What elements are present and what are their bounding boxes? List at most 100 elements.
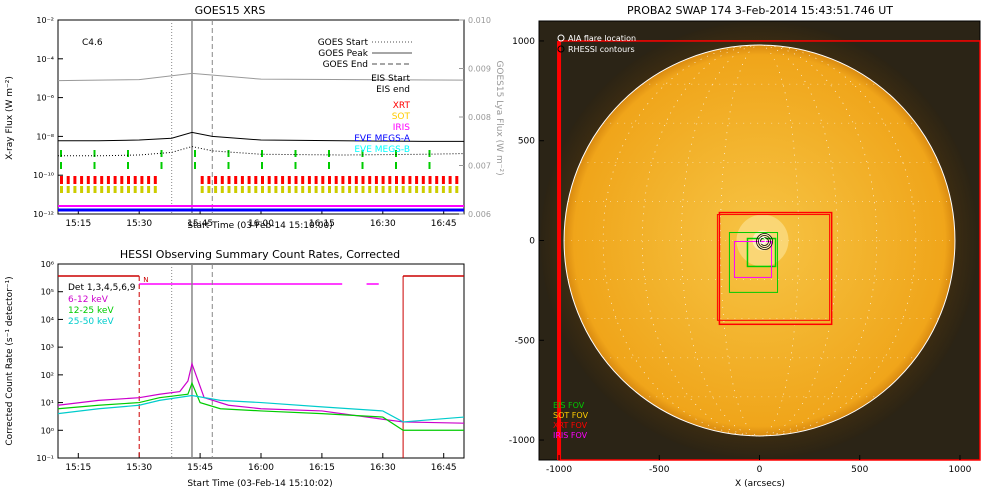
goes-coverage-tick [368,186,372,193]
goes-legend-label: GOES Peak [318,49,368,59]
goes-coverage-tick [395,176,398,184]
goes-y2-tick-label: 0.008 [468,113,491,122]
goes-coverage-tick [113,176,117,184]
goes-coverage-tick [368,176,372,184]
swap-y-tick-label: -1000 [509,436,535,446]
swap-fov-legend-label: EIS FOV [553,401,585,410]
goes-coverage-tick [200,186,204,193]
goes-coverage-tick [294,176,298,184]
hessi-series-line [57,361,465,424]
rhessi-contour [760,237,769,246]
goes-series-line [57,72,465,82]
swap-x-tick-label: -500 [649,465,670,475]
hessi-x-tick-label: 16:15 [309,463,335,473]
goes-coverage-tick [160,150,163,157]
goes-coverage-tick [73,186,77,193]
hessi-x-tick-label: 15:30 [126,463,152,473]
goes-coverage-tick [287,186,291,193]
swap-fov-legend-label: IRIS FOV [553,431,588,440]
grid-longitude [720,44,799,437]
hessi-x-tick-label: 16:00 [248,463,274,473]
goes-coverage-tick [307,186,311,193]
hessi-ylabel: Corrected Count Rate (s⁻¹ detector⁻¹) [5,276,15,445]
goes-coverage-tick [374,176,378,184]
goes-coverage-tick [127,186,130,193]
goes-y-tick-label: 10⁻¹⁰ [33,171,54,180]
rhessi-contour [756,233,773,250]
goes-coverage-tick [281,176,285,184]
hessi-legend-label: 6-12 keV [68,295,109,305]
goes-coverage-tick [395,162,397,169]
goes-coverage-tick [361,186,365,193]
swap-fov-legend-label: SOT FOV [553,411,589,420]
goes-coverage-tick [147,176,151,184]
goes-coverage-tick [194,162,196,169]
goes-coverage-tick [127,162,129,169]
goes-instrument-label: EVE MEGS-A [354,134,411,144]
goes-coverage-tick [441,176,445,184]
goes-coverage-tick [388,186,392,193]
goes-coverage-tick [66,186,70,193]
goes-coverage-tick [408,176,412,184]
goes-coverage-tick [200,176,204,184]
goes-y2-tick-label: 0.009 [468,65,491,74]
goes-coverage-tick [60,176,63,184]
goes-coverage-tick [153,186,157,193]
goes-coverage-tick [274,176,278,184]
hessi-y-tick-label: 10⁵ [41,288,54,297]
goes-coverage-tick [328,186,331,193]
hessi-y-tick-label: 10¹ [41,399,54,408]
goes-coverage-tick [334,186,338,193]
goes-coverage-tick [86,176,90,184]
goes-coverage-tick [120,186,124,193]
goes-coverage-tick [328,176,331,184]
goes-coverage-tick [321,186,325,193]
hessi-series-line [57,381,464,431]
goes-plot-area: 15:15 15:30 15:45 16:00 16:15 16:30 16:45 10⁻¹²… [33,16,491,229]
goes-coverage-tick [254,176,258,184]
hessi-x-tick-label: 15:45 [187,463,213,473]
swap-panel: PROBA2 SWAP 174 3-Feb-2014 15:43:51.746 … [509,4,981,489]
goes-coverage-tick [240,186,244,193]
goes-coverage-tick [441,186,445,193]
goes-ylabel: X-ray Flux (W m⁻²) [5,76,15,160]
goes-coverage-tick [227,176,231,184]
goes-coverage-tick [415,176,419,184]
goes-coverage-tick [60,150,62,157]
swap-legend-label: RHESSI contours [568,45,635,54]
goes-coverage-tick [348,186,352,193]
goes-y-tick-label: 10⁻⁶ [36,94,54,103]
goes-coverage-tick [227,186,231,193]
hessi-panel: HESSI Observing Summary Count Rates, Cor… [5,248,465,489]
goes-coverage-tick [361,162,364,169]
goes-coverage-tick [301,176,305,184]
hessi-series-line [57,394,465,423]
goes-coverage-tick [395,150,397,157]
goes-y2label: GOES15 Lya Flux (W m⁻²) [494,60,504,175]
goes-coverage-tick [93,186,97,193]
goes-x-tick-label: 15:30 [126,219,152,229]
hessi-y-tick-label: 10⁰ [41,426,54,435]
goes-coverage-tick [80,186,84,193]
goes-coverage-tick [127,150,129,157]
goes-coverage-tick [294,150,297,157]
goes-y-tick-label: 10⁻² [36,16,54,25]
goes-coverage-tick [435,186,439,193]
goes-coverage-tick [261,150,263,157]
goes-x-tick-label: 16:15 [309,219,335,229]
goes-coverage-tick [448,186,452,193]
goes-coverage-tick [160,162,163,169]
goes-x-tick-label: 16:45 [431,219,457,229]
hessi-y-tick-label: 10⁻¹ [36,454,54,463]
goes-coverage-tick [106,176,110,184]
goes-coverage-tick [415,186,419,193]
goes-coverage-tick [334,176,338,184]
goes-coverage-tick [240,176,244,184]
goes-legend-label: GOES End [323,60,368,70]
goes-coverage-tick [227,162,230,169]
hessi-x-tick-label: 16:45 [431,463,457,473]
goes-coverage-tick [100,176,104,184]
goes-coverage-tick [254,186,258,193]
swap-legend-symbol [557,34,565,42]
goes-instrument-label: XRT [393,101,411,111]
